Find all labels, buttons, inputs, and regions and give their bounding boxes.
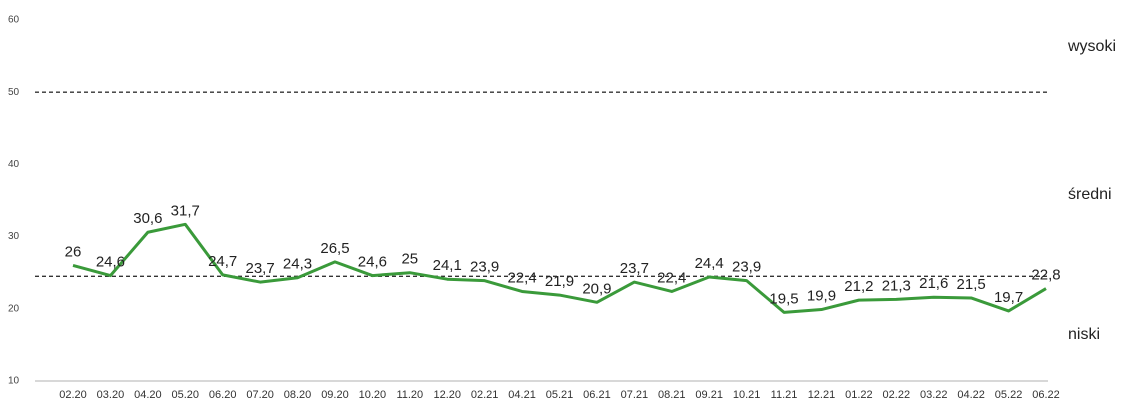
x-tick-label: 05.21 bbox=[546, 389, 574, 401]
value-label: 30,6 bbox=[133, 210, 162, 227]
x-tick-label: 09.20 bbox=[321, 389, 349, 401]
x-tick-label: 02.20 bbox=[59, 389, 87, 401]
x-tick-label: 03.22 bbox=[920, 389, 948, 401]
value-label: 24,7 bbox=[208, 253, 237, 270]
value-label: 26,5 bbox=[320, 240, 349, 257]
x-tick-label: 08.21 bbox=[658, 389, 686, 401]
x-tick-label: 09.21 bbox=[695, 389, 723, 401]
value-label: 22,4 bbox=[657, 269, 686, 286]
value-label: 31,7 bbox=[171, 202, 200, 219]
zone-label: wysoki bbox=[1067, 38, 1116, 55]
value-label: 21,2 bbox=[844, 278, 873, 295]
value-label: 21,9 bbox=[545, 273, 574, 290]
x-tick-label: 10.21 bbox=[733, 389, 761, 401]
value-label: 22,4 bbox=[507, 269, 536, 286]
x-tick-label: 04.22 bbox=[957, 389, 985, 401]
value-label: 23,9 bbox=[470, 259, 499, 276]
x-tick-label: 02.22 bbox=[883, 389, 911, 401]
value-label: 20,9 bbox=[582, 280, 611, 297]
value-label: 24,6 bbox=[96, 254, 125, 271]
y-tick-label: 10 bbox=[8, 376, 20, 387]
x-tick-label: 08.20 bbox=[284, 389, 312, 401]
zone-label: niski bbox=[1068, 326, 1100, 343]
x-tick-label: 01.22 bbox=[845, 389, 873, 401]
y-tick-label: 20 bbox=[8, 303, 20, 314]
value-label: 19,5 bbox=[769, 290, 798, 307]
value-label: 24,1 bbox=[433, 257, 462, 274]
x-tick-label: 06.20 bbox=[209, 389, 237, 401]
x-tick-label: 07.20 bbox=[246, 389, 274, 401]
value-label: 24,4 bbox=[695, 255, 724, 272]
data-line bbox=[72, 222, 1047, 314]
y-tick-label: 50 bbox=[8, 87, 20, 98]
value-label: 24,3 bbox=[283, 256, 312, 273]
x-tick-label: 07.21 bbox=[621, 389, 649, 401]
value-label: 23,7 bbox=[246, 260, 275, 277]
zone-label: średni bbox=[1068, 186, 1112, 203]
x-tick-label: 12.20 bbox=[433, 389, 461, 401]
x-tick-label: 05.22 bbox=[995, 389, 1023, 401]
value-label: 23,7 bbox=[620, 260, 649, 277]
y-tick-label: 40 bbox=[8, 159, 20, 170]
x-tick-label: 11.21 bbox=[771, 389, 798, 401]
value-label: 21,3 bbox=[882, 277, 911, 294]
value-label: 23,9 bbox=[732, 259, 761, 276]
x-tick-label: 02.21 bbox=[471, 389, 499, 401]
x-tick-label: 03.20 bbox=[97, 389, 125, 401]
x-tick-label: 12.21 bbox=[808, 389, 836, 401]
value-label: 22,8 bbox=[1031, 267, 1060, 284]
value-label: 19,7 bbox=[994, 289, 1023, 306]
x-tick-label: 06.22 bbox=[1032, 389, 1060, 401]
value-label: 25 bbox=[401, 251, 418, 268]
x-tick-label: 04.21 bbox=[508, 389, 536, 401]
value-label: 21,6 bbox=[919, 275, 948, 292]
x-tick-label: 11.20 bbox=[396, 389, 423, 401]
x-tick-label: 06.21 bbox=[583, 389, 611, 401]
y-tick-label: 30 bbox=[8, 231, 20, 242]
value-label: 19,9 bbox=[807, 287, 836, 304]
value-label: 26 bbox=[65, 243, 82, 260]
x-tick-label: 05.20 bbox=[172, 389, 200, 401]
x-tick-label: 04.20 bbox=[134, 389, 162, 401]
value-label: 21,5 bbox=[957, 276, 986, 293]
y-tick-label: 60 bbox=[8, 15, 20, 26]
value-label: 24,6 bbox=[358, 254, 387, 271]
x-tick-label: 10.20 bbox=[359, 389, 387, 401]
